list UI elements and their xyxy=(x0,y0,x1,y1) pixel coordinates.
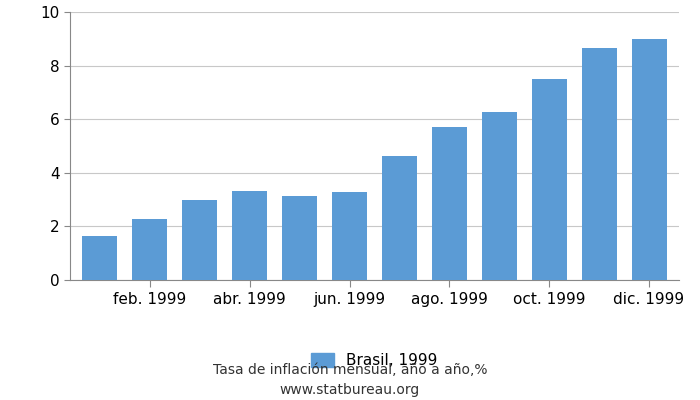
Legend: Brasil, 1999: Brasil, 1999 xyxy=(305,347,444,374)
Bar xyxy=(482,112,517,280)
Bar xyxy=(532,79,567,280)
Bar xyxy=(132,219,167,280)
Bar xyxy=(282,196,317,280)
Bar xyxy=(232,191,267,280)
Text: www.statbureau.org: www.statbureau.org xyxy=(280,383,420,397)
Bar xyxy=(432,127,467,280)
Bar xyxy=(631,39,666,280)
Text: Tasa de inflación mensual, año a año,%: Tasa de inflación mensual, año a año,% xyxy=(213,363,487,377)
Bar xyxy=(382,156,417,280)
Bar xyxy=(182,200,217,280)
Bar xyxy=(83,236,118,280)
Bar xyxy=(332,192,367,280)
Bar xyxy=(582,48,617,280)
